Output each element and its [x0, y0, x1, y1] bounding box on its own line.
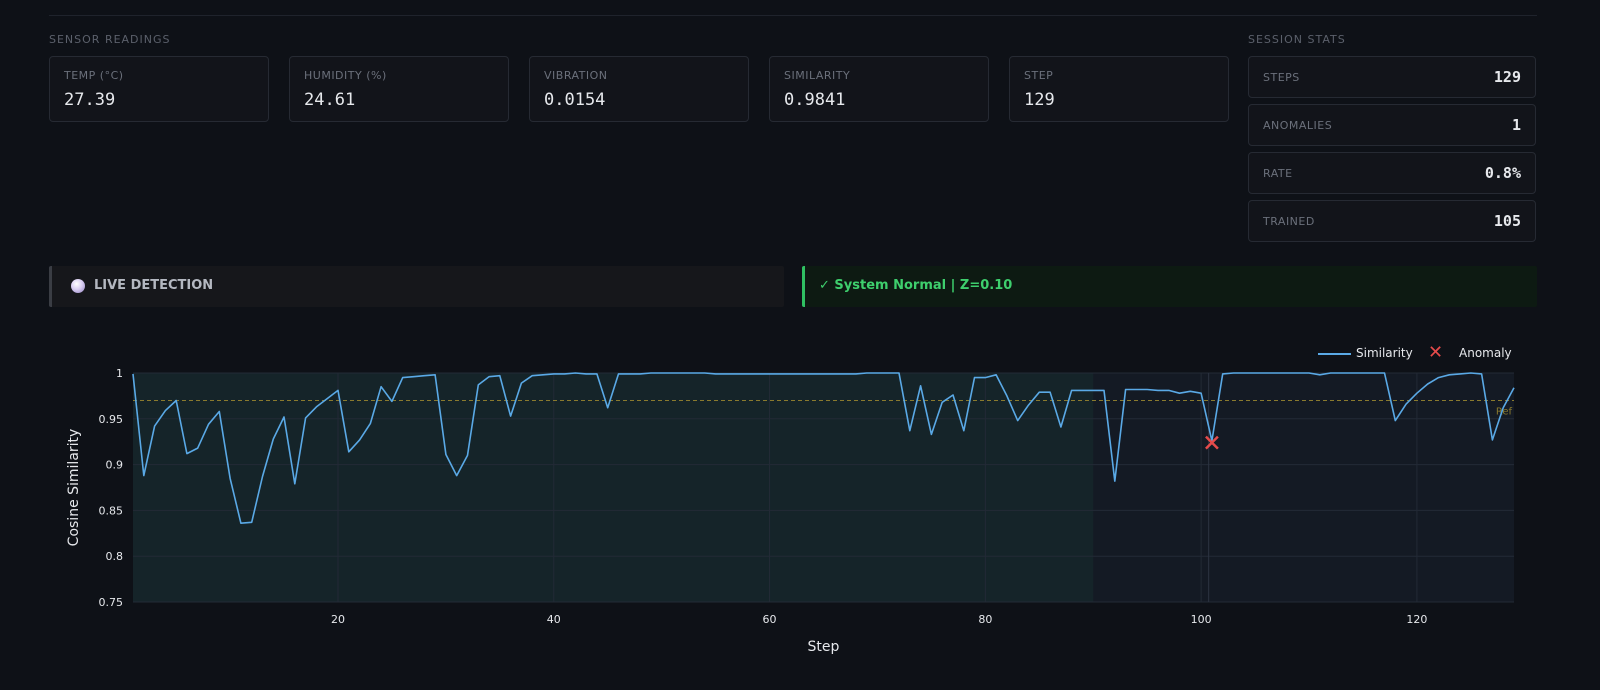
sensor-readings-label: SENSOR READINGS — [49, 33, 171, 46]
y-tick-label: 1 — [116, 367, 123, 380]
temp-label: TEMP (°C) — [64, 69, 124, 82]
stat-anomalies-value: 1 — [1511, 116, 1521, 134]
humidity-label: HUMIDITY (%) — [304, 69, 387, 82]
step-value: 129 — [1024, 90, 1055, 110]
system-status-banner: ✓ System Normal | Z=0.10 — [802, 266, 1537, 307]
stat-rate-label: RATE — [1263, 167, 1293, 180]
y-tick-label: 0.95 — [99, 413, 124, 426]
reference-line-label: Ref — [1496, 406, 1513, 417]
stat-trained-label: TRAINED — [1263, 215, 1315, 228]
similarity-label: SIMILARITY — [784, 69, 851, 82]
system-status-text: ✓ System Normal | Z=0.10 — [819, 278, 1013, 293]
vibration-value: 0.0154 — [544, 90, 606, 110]
x-tick-label: 100 — [1191, 613, 1212, 626]
similarity-card: SIMILARITY 0.9841 — [769, 56, 989, 122]
x-axis-title: Step — [808, 639, 840, 655]
session-stats-label: SESSION STATS — [1248, 33, 1346, 46]
stat-rate-value: 0.8% — [1484, 164, 1521, 182]
vibration-label: VIBRATION — [544, 69, 608, 82]
similarity-series-line — [132, 372, 1515, 525]
step-card: STEP 129 — [1009, 56, 1229, 122]
x-tick-label: 40 — [547, 613, 561, 626]
top-divider — [49, 15, 1537, 16]
y-tick-label: 0.9 — [106, 459, 124, 472]
legend-similarity-line-icon — [1318, 353, 1351, 355]
legend-anomaly[interactable]: Anomaly — [1459, 346, 1512, 360]
live-indicator-icon — [71, 279, 85, 293]
x-tick-label: 120 — [1406, 613, 1427, 626]
stat-trained: TRAINED 105 — [1248, 200, 1536, 242]
stat-anomalies-label: ANOMALIES — [1263, 119, 1333, 132]
live-detection-banner: LIVE DETECTION — [49, 266, 784, 307]
similarity-value: 0.9841 — [784, 90, 846, 110]
stat-steps-label: STEPS — [1263, 71, 1300, 84]
y-tick-label: 0.75 — [99, 596, 124, 609]
stat-steps-value: 129 — [1493, 68, 1521, 86]
x-tick-label: 80 — [978, 613, 992, 626]
stat-steps: STEPS 129 — [1248, 56, 1536, 98]
vibration-card: VIBRATION 0.0154 — [529, 56, 749, 122]
y-axis-title: Cosine Similarity — [66, 429, 82, 547]
y-tick-label: 0.85 — [99, 504, 124, 517]
anomaly-marker — [1205, 435, 1219, 450]
temp-card: TEMP (°C) 27.39 — [49, 56, 269, 122]
live-detection-label: LIVE DETECTION — [94, 278, 214, 293]
humidity-card: HUMIDITY (%) 24.61 — [289, 56, 509, 122]
temp-value: 27.39 — [64, 90, 116, 110]
stat-rate: RATE 0.8% — [1248, 152, 1536, 194]
legend-anomaly-x-icon: ✕ — [1428, 342, 1444, 363]
humidity-value: 24.61 — [304, 90, 356, 110]
y-tick-label: 0.8 — [106, 550, 124, 563]
stat-anomalies: ANOMALIES 1 — [1248, 104, 1536, 146]
legend-similarity[interactable]: Similarity — [1356, 346, 1413, 360]
stat-trained-value: 105 — [1493, 212, 1521, 230]
x-tick-label: 20 — [331, 613, 345, 626]
step-label: STEP — [1024, 69, 1054, 82]
x-tick-label: 60 — [763, 613, 777, 626]
training-region — [133, 373, 1094, 602]
